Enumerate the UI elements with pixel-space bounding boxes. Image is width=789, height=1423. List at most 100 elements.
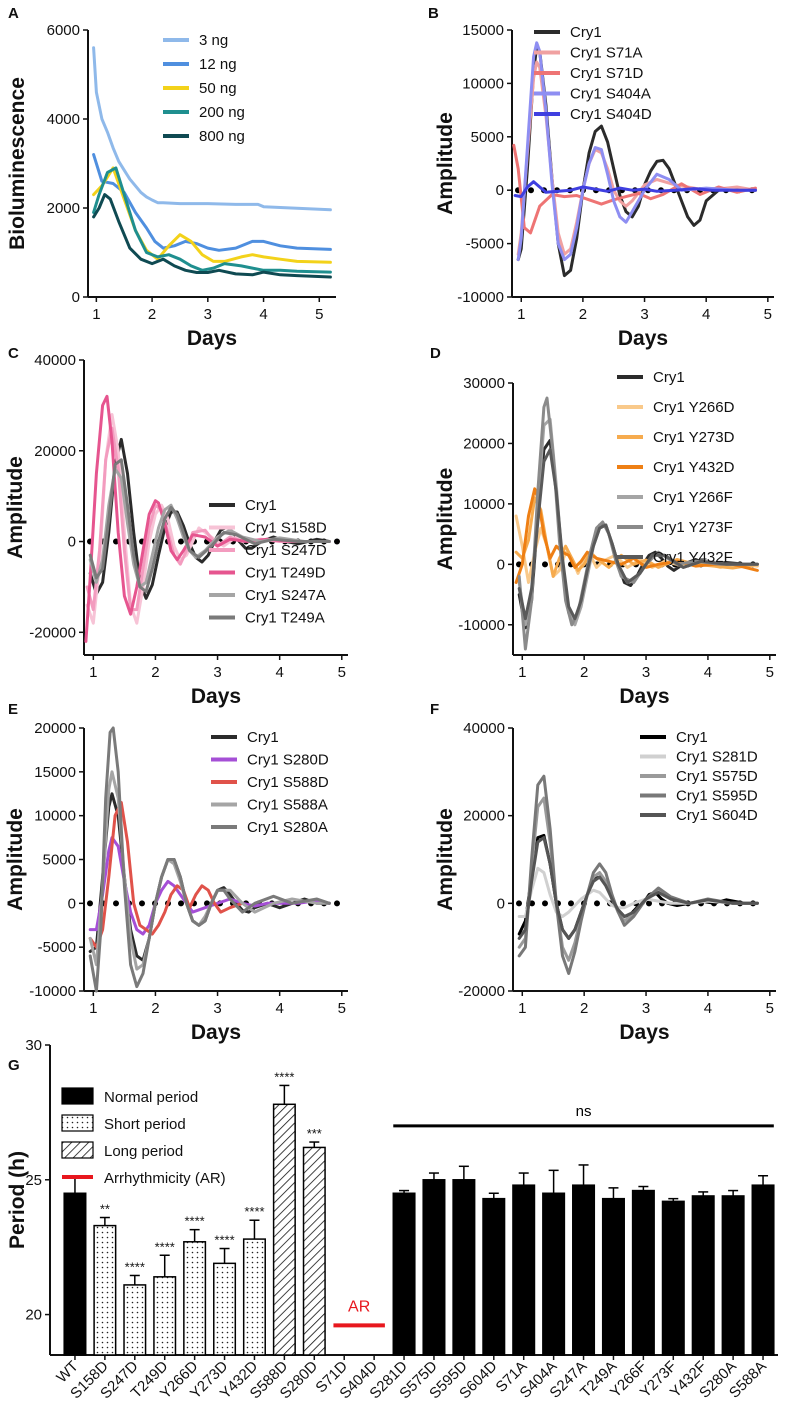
y-axis-title: Amplitude [434,468,457,571]
y-tick-label: -20000 [458,983,505,1000]
series-line-cry1-t249a [88,458,331,593]
x-axis-title: Days [187,327,237,350]
y-axis-title: Amplitude [434,808,457,911]
y-axis-title: Amplitude [4,456,27,559]
legend-label: Cry1 S595D [676,788,758,805]
legend-label: 50 ng [199,80,237,97]
y-axis-title: Amplitude [4,808,27,911]
y-tick-label: 20000 [34,720,76,737]
legend-label: Cry1 S404A [570,86,651,103]
series-line-cry1-s280a [88,726,331,993]
x-tick-label: 5 [764,306,772,323]
y-tick-label: 0 [68,534,76,551]
legend-label: Cry1 Y432F [653,549,733,566]
panel-letter-d: D [430,345,441,362]
bar-s247d [123,1284,147,1356]
x-tick-label: 5 [315,306,323,323]
legend-label: Cry1 S588A [247,797,328,814]
legend-label: Normal period [104,1089,198,1106]
legend-label: Cry1 S281D [676,749,758,766]
bar-s247a [572,1184,596,1356]
x-tick-label: 3 [642,664,650,681]
bar-s588a [751,1184,775,1356]
legend-label: Cry1 [676,729,708,746]
legend-label: Cry1 T249D [245,565,326,582]
y-tick-label: -5000 [38,939,76,956]
panel-f: F -20000 0 20000 40000 1 2 3 4 5 Cry1 Cry1 S281D Cry… [430,701,776,1044]
panel-a: A 0 2000 4000 6000 1 2 3 4 5 3 ng 12 ng 50 ng 200 ng 8… [6,5,336,350]
panel-c: C -20000 0 20000 40000 1 2 3 4 5 Cry1 Cry1 S158D Cry… [4,345,348,708]
panel-d: D -10000 0 10000 20000 30000 1 2 3 4 5 Cry1 Cry1 Y26… [430,345,776,708]
x-tick-label: 1 [517,306,525,323]
bar-y273d [213,1262,237,1356]
bar-wt [63,1192,87,1356]
bar-s604d [482,1197,506,1356]
x-axis-title: Days [618,327,668,350]
y-tick-label: -10000 [29,983,76,1000]
y-tick-label: 40000 [463,720,505,737]
x-tick-label: 1 [89,664,97,681]
y-tick-label: 0 [72,289,80,306]
x-tick-label: 4 [275,664,283,681]
legend-label: 12 ng [199,56,237,73]
y-tick-label: 0 [497,895,505,912]
bar-y273f [661,1200,685,1356]
y-tick-label: 25 [25,1172,42,1189]
y-tick-label: -5000 [466,236,504,253]
legend-label: Arrhythmicity (AR) [104,1170,226,1187]
legend-label: Cry1 S71D [570,65,644,82]
bar-s588d [272,1103,296,1356]
x-tick-label: 5 [338,664,346,681]
legend-label: Cry1 S71A [570,45,643,62]
y-tick-label: 4000 [47,111,80,128]
y-tick-label: 10000 [463,496,505,513]
x-tick-label: 1 [518,664,526,681]
bar-t249a [601,1197,625,1356]
panel-b: B -10000 -5000 0 5000 10000 15000 1 2 3 4 5 Cry1 Cry1… [428,5,774,350]
panel-letter-g: G [8,1057,20,1074]
legend-label: Cry1 [247,729,279,746]
y-tick-label: 6000 [47,22,80,39]
y-tick-label: 20 [25,1307,42,1324]
x-tick-label: 2 [148,306,156,323]
legend-swatch [61,1114,94,1132]
significance-marker: **** [214,1233,234,1248]
x-tick-label: 3 [204,306,212,323]
series-line-200-ng [92,166,332,274]
series-line-cry1-s595d [517,774,759,975]
y-tick-label: 10000 [462,75,504,92]
y-tick-label: 5000 [471,129,504,146]
x-tick-label: 1 [89,1000,97,1017]
bar-y432f [691,1195,715,1356]
series-line-cry1-s404a [516,41,757,262]
y-axis-title: Amplitude [434,112,457,215]
bar-s404a [542,1192,566,1356]
bar-y432d [242,1238,266,1356]
x-tick-label: 5 [766,1000,774,1017]
legend-label: Cry1 Y432D [653,459,735,476]
legend-label: 800 ng [199,128,245,145]
legend-label: 200 ng [199,104,245,121]
x-tick-label: 2 [580,664,588,681]
ns-label: ns [576,1103,592,1120]
bar-s71a [512,1184,536,1356]
significance-marker: **** [244,1204,264,1219]
series-line-cry1-s588d [88,801,244,949]
bar-s280d [302,1146,326,1356]
series-line-cry1-s280d [88,836,331,936]
panel-letter-a: A [8,5,19,22]
panel-letter-c: C [8,345,19,362]
legend-label: Cry1 Y273F [653,519,733,536]
y-tick-label: 0 [496,182,504,199]
x-tick-label: 1 [92,306,100,323]
series-line-cry1-s404d [513,180,757,199]
y-tick-label: 2000 [47,200,80,217]
significance-marker: ** [100,1202,110,1217]
legend-label: Cry1 S158D [245,520,327,537]
legend-label: Cry1 Y266F [653,489,733,506]
bar-s280a [721,1195,745,1356]
y-axis-title: Bioluminescence [6,77,29,250]
x-tick-label: 2 [151,664,159,681]
y-tick-label: 20000 [463,808,505,825]
